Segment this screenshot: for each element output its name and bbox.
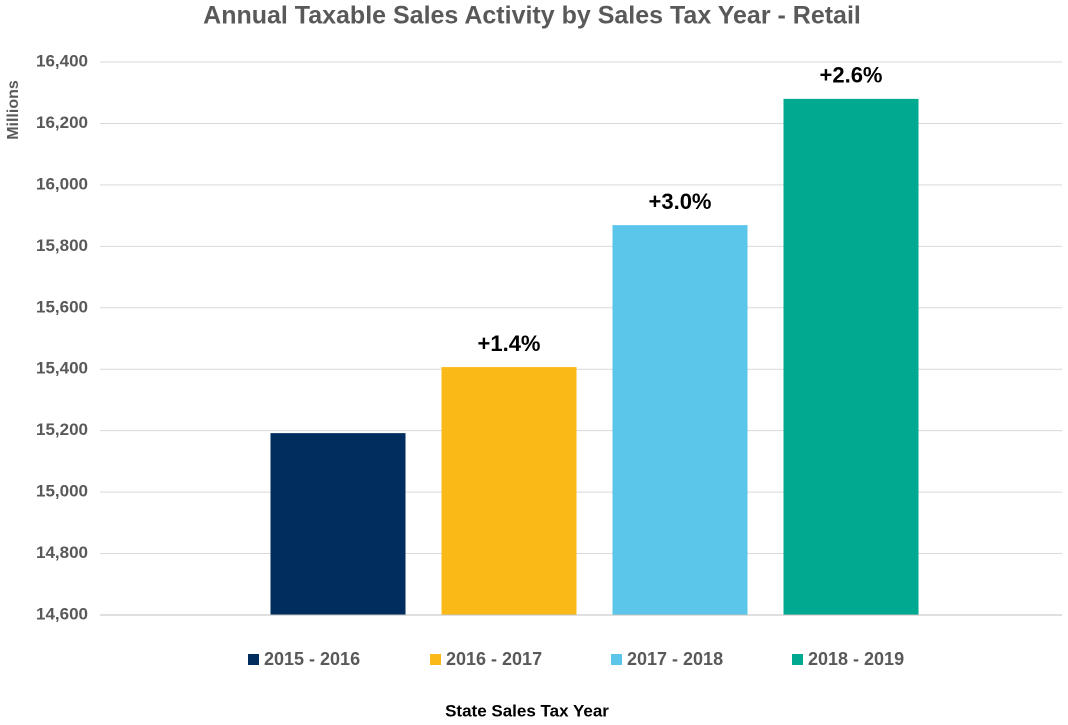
chart-title: Annual Taxable Sales Activity by Sales T… [203,2,861,30]
y-tick-label: 15,000 [36,482,88,501]
legend-swatch [611,654,622,665]
y-axis-label: Millions [5,80,22,140]
y-tick-label: 16,200 [36,113,88,132]
y-tick-label: 15,800 [36,236,88,255]
bar [612,225,748,615]
y-tick-label: 15,400 [36,359,88,378]
annotation: +1.4% [478,331,541,356]
y-tick-label: 14,800 [36,543,88,562]
bar [441,367,577,615]
y-tick-label: 15,600 [36,297,88,316]
y-tick-label: 15,200 [36,420,88,439]
x-axis-label: State Sales Tax Year [445,701,609,720]
y-tick-label: 14,600 [36,604,88,623]
legend-label: 2015 - 2016 [264,649,360,669]
annotation: +2.6% [820,63,883,88]
legend-swatch [430,654,441,665]
y-tick-label: 16,400 [36,51,88,70]
annotation: +3.0% [649,189,712,214]
legend-label: 2017 - 2018 [627,649,723,669]
bar [783,98,919,615]
legend-swatch [792,654,803,665]
y-tick-label: 16,000 [36,174,88,193]
legend-swatch [248,654,259,665]
legend-label: 2016 - 2017 [446,649,542,669]
legend-label: 2018 - 2019 [808,649,904,669]
bar [270,433,406,615]
